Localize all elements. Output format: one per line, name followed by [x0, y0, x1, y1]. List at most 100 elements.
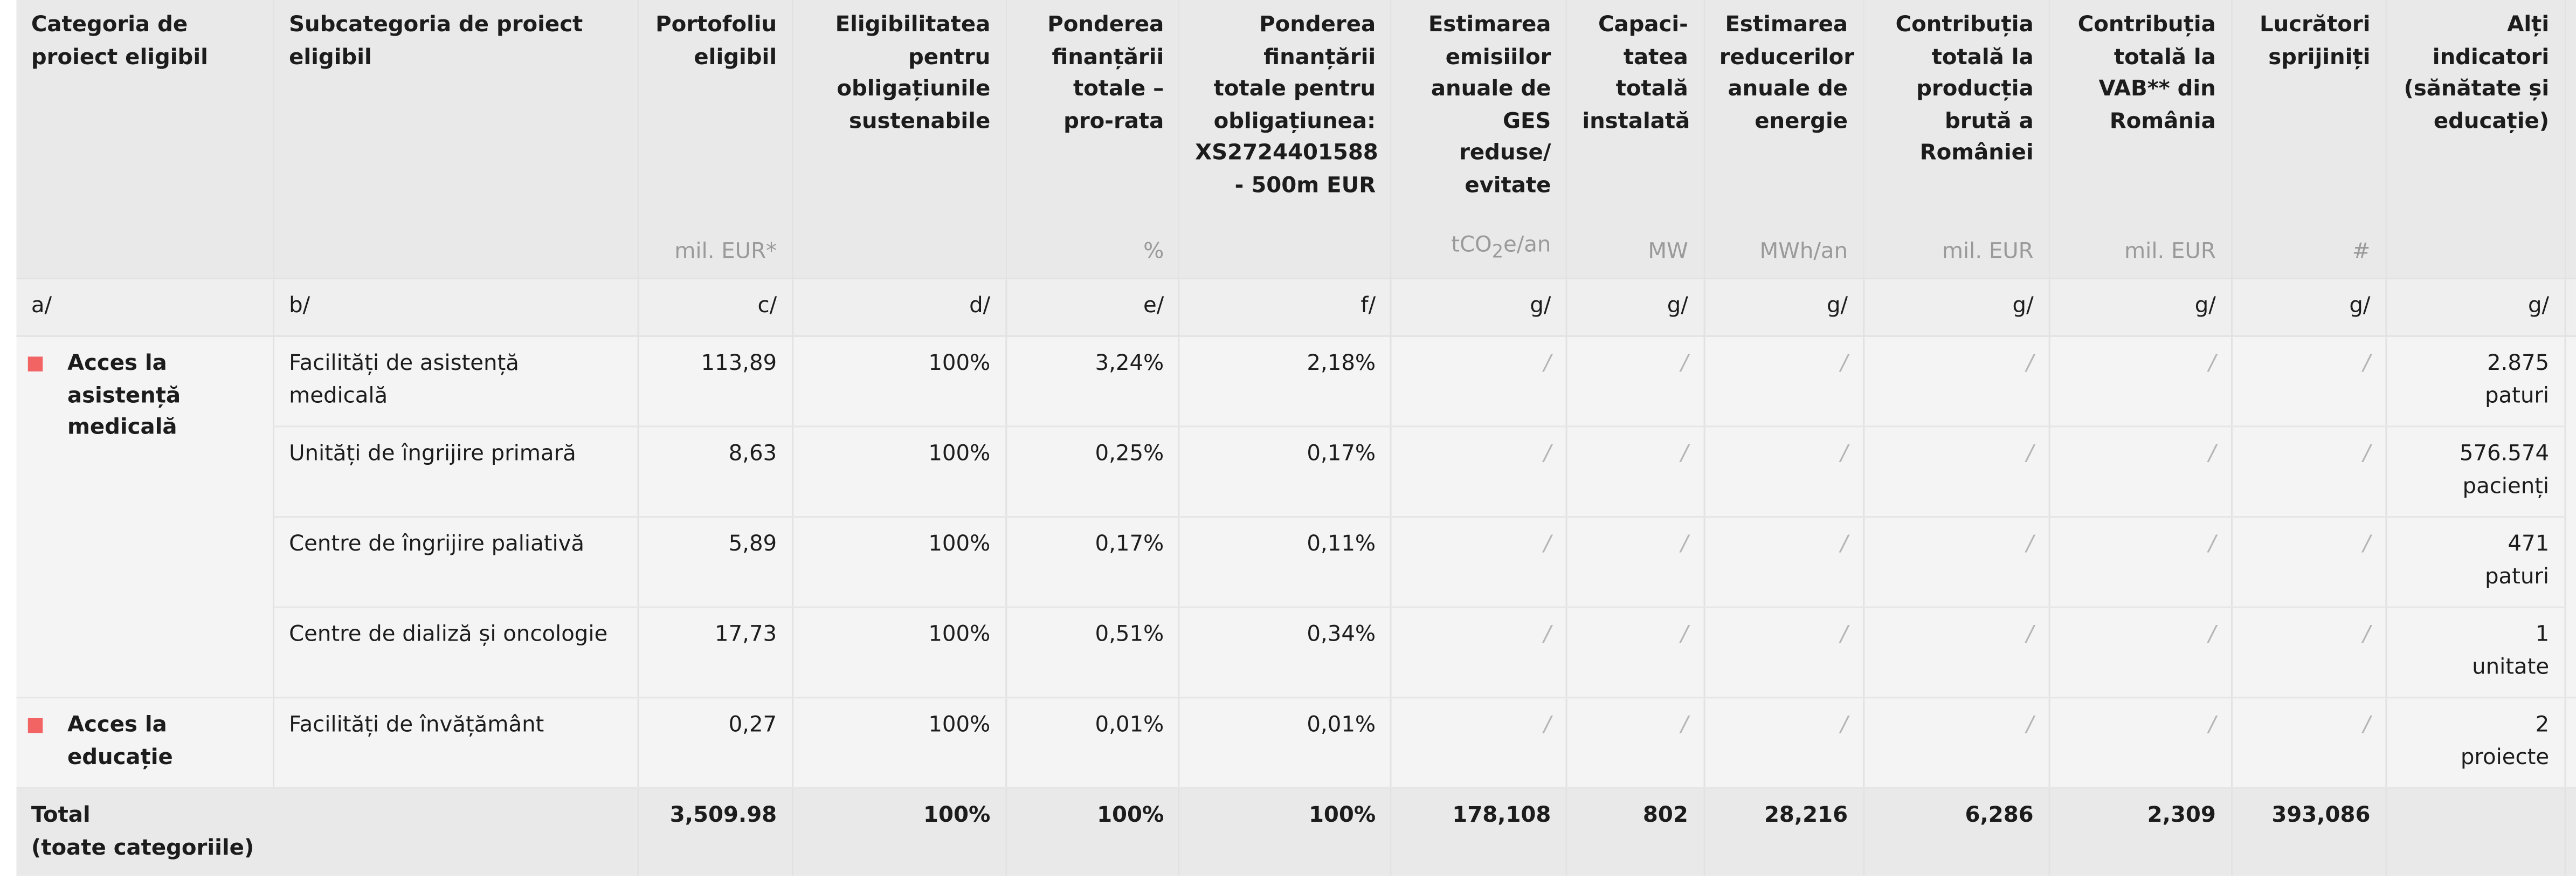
header-title: Subcategoria de proiect eligibil [289, 13, 583, 70]
indicator-table: Categoria de proiect eligibil Subcategori… [16, 0, 2576, 876]
unit-part: MWh/an [1759, 239, 1848, 264]
value-cell: / [1566, 426, 1705, 518]
subcategory-cell: Centre de dializă și oncologie [273, 607, 639, 699]
code-cell [2565, 278, 2576, 337]
value-cell: 5,89 [638, 517, 793, 608]
value-cell: 100% [792, 607, 1007, 699]
code-cell: g/ [2049, 278, 2233, 337]
total-value: 2,309 [2049, 788, 2233, 876]
value-cell: / [1703, 607, 1864, 699]
code-cell: g/ [1566, 278, 1705, 337]
header-title: Lucrători sprijiniți [2260, 13, 2371, 70]
header-unit: MWh/an [1759, 236, 1848, 267]
value-cell: / [1391, 426, 1567, 518]
indicator-cell: 471 paturi [2386, 517, 2566, 608]
code-cell: e/ [1006, 278, 1180, 337]
sdg-cell: 3 [2565, 336, 2576, 699]
category-cell: Acces la asistență medicală [16, 336, 274, 699]
code-cell: a/ [16, 278, 274, 337]
total-cell [2565, 788, 2576, 876]
total-value: 100% [1179, 788, 1392, 876]
unit-part: e/an [1503, 233, 1551, 258]
value-cell: / [1863, 607, 2050, 699]
value-cell: 8,63 [638, 426, 793, 518]
header-title: Contribuția totală la producția brută a … [1895, 13, 2034, 166]
value-cell: / [2231, 426, 2387, 518]
value-cell: 100% [792, 336, 1007, 428]
total-label-line: Total [31, 803, 91, 829]
unit-part: mil. EUR [1942, 239, 2034, 264]
value-cell: / [2049, 697, 2233, 789]
code-label: d/ [969, 294, 991, 319]
body-row: Acces la educație Facilități de învățămân… [16, 697, 2576, 789]
total-value: 100% [1006, 788, 1180, 876]
subcategory-cell: Facilități de învățământ [273, 697, 639, 789]
value-cell: 0,27 [638, 697, 793, 789]
indicator-cell: 2.875 paturi [2386, 336, 2566, 428]
indicator-line: proiecte [2460, 745, 2550, 770]
code-label: g/ [2349, 294, 2371, 319]
value-cell: / [1703, 336, 1864, 428]
value-cell: / [1391, 607, 1567, 699]
value-cell: 0,17% [1006, 517, 1180, 608]
header-cell: Alți indicatori (sănătate și educație) [2386, 0, 2566, 279]
unit-part: mil. EUR* [674, 239, 777, 264]
unit-part: mil. EUR [2124, 239, 2216, 264]
code-cell: d/ [792, 278, 1007, 337]
indicator-line: 471 [2508, 532, 2550, 558]
value-cell: / [1863, 697, 2050, 789]
indicator-line: paturi [2485, 383, 2550, 409]
header-title: Estimarea reducerilor anuale de energie [1719, 13, 1855, 134]
body-row: Centre de îngrijire paliativă 5,89 100% 0,1… [16, 517, 2575, 608]
value-cell: 3,24% [1006, 336, 1180, 428]
total-cell [2386, 788, 2566, 876]
body-row: Centre de dializă și oncologie 17,73 100% 0… [16, 607, 2575, 699]
value-cell: / [1863, 336, 2050, 428]
value-cell: / [2231, 607, 2387, 699]
code-cell: g/ [1703, 278, 1864, 337]
value-cell: / [2231, 517, 2387, 608]
header-cell: Ponderea finanțării totale pentru obliga… [1179, 0, 1392, 279]
code-label: e/ [1143, 294, 1164, 319]
header-unit: mil. EUR [1942, 236, 2034, 267]
code-cell: g/ [2231, 278, 2387, 337]
value-cell: / [2049, 517, 2233, 608]
header-unit: # [2352, 236, 2371, 267]
header-cell: Contribuția totală la VAB** din România m… [2049, 0, 2233, 279]
indicator-line: 2.875 [2487, 352, 2550, 376]
header-cell: Subcategoria de proiect eligibil [273, 0, 639, 279]
value-cell: / [1703, 697, 1864, 789]
unit-part: MW [1648, 239, 1688, 264]
code-cell: c/ [638, 278, 793, 337]
value-cell: / [1566, 607, 1705, 699]
value-cell: / [1566, 697, 1705, 789]
total-value: 802 [1566, 788, 1705, 876]
indicator-cell: 2 proiecte [2386, 697, 2566, 789]
header-cell: Estimarea reducerilor anuale de energie M… [1703, 0, 1864, 279]
subcategory-cell: Facilități de asistență medicală [273, 336, 639, 428]
value-cell: / [1391, 697, 1567, 789]
unit-part: tCO [1451, 233, 1492, 258]
sdg-cell: 410 [2565, 697, 2576, 789]
header-title: Eligibilitatea pentru obligațiunile sust… [835, 13, 991, 134]
unit-part: # [2352, 239, 2371, 264]
code-label: a/ [31, 294, 52, 319]
code-cell: g/ [2386, 278, 2566, 337]
header-cell: Estimarea emisiilor anuale de GES reduse… [1391, 0, 1567, 279]
value-cell: / [1863, 426, 2050, 518]
unit-part: % [1143, 239, 1164, 264]
total-label: Total (toate categoriile) [16, 788, 639, 876]
code-label: g/ [1530, 294, 1551, 319]
value-cell: / [2231, 336, 2387, 428]
indicator-cell: 1 unitate [2386, 607, 2566, 699]
value-cell: / [1391, 336, 1567, 428]
body-row: Unități de îngrijire primară 8,63 100% 0,25… [16, 426, 2575, 518]
value-cell: 0,17% [1179, 426, 1392, 518]
value-cell: 0,01% [1179, 697, 1392, 789]
header-title: Capaci- tatea totală instalată [1582, 13, 1690, 134]
value-cell: / [1863, 517, 2050, 608]
header-cell: Categoria de proiect eligibil [16, 0, 274, 279]
indicator-line: paturi [2485, 564, 2550, 589]
code-label: f/ [1360, 294, 1376, 319]
total-label-line: (toate categoriile) [31, 835, 254, 861]
